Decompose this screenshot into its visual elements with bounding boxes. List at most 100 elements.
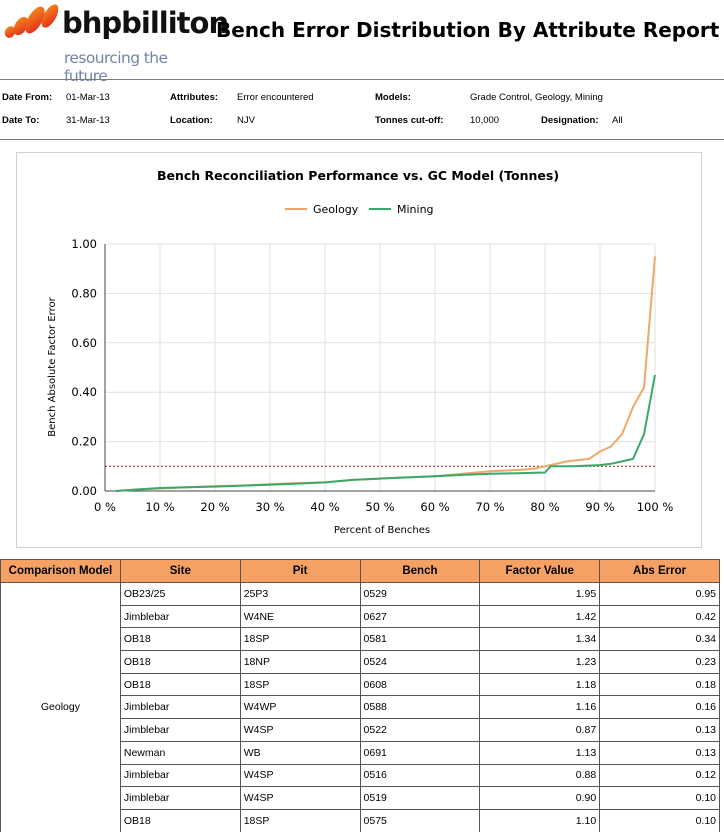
pit-cell: W4SP (239, 786, 361, 810)
site-cell: OB18 (119, 650, 241, 674)
abs-error-cell: 0.42 (599, 604, 720, 629)
abs-error-cell: 0.12 (599, 763, 720, 788)
tonnes-cutoff-value: 10,000 (470, 115, 500, 126)
pit-cell: 25P3 (239, 582, 361, 606)
tonnes-cutoff-label: Tonnes cut-off: (375, 115, 444, 126)
y-tick-label: 0.80 (71, 286, 97, 300)
designation-label: Designation: (541, 115, 599, 126)
chart-legend: Geology Mining (285, 203, 434, 216)
table-row: Jimblebar W4SP 0519 0.90 0.10 (1, 786, 720, 810)
bhp-logo-mark-icon (4, 4, 59, 38)
x-tick-label: 90 % (585, 500, 614, 514)
x-tick-label: 30 % (255, 500, 284, 514)
factor-value-cell: 0.90 (479, 786, 601, 810)
company-logo: bhpbilliton resourcing the future (0, 0, 229, 85)
site-cell: OB18 (119, 672, 241, 697)
bench-cell: 0608 (359, 672, 481, 697)
factor-value-cell: 1.18 (479, 672, 601, 697)
y-tick-label: 0.00 (71, 484, 97, 498)
table-row: OB18 18SP 0575 1.10 0.10 (1, 808, 720, 832)
factor-value-cell: 0.88 (479, 763, 601, 788)
site-cell: Jimblebar (119, 763, 241, 788)
column-header-bench: Bench (359, 559, 481, 583)
pit-cell: W4WP (239, 695, 361, 720)
column-header-pit: Pit (239, 559, 361, 583)
date-to-value: 31-Mar-13 (66, 115, 110, 126)
factor-value-cell: 1.95 (479, 582, 601, 606)
series-line-geology (115, 256, 656, 492)
column-header-comparison-model: Comparison Model (0, 559, 121, 583)
logo-wordmark: bhpbilliton (62, 6, 229, 40)
series-line-mining (115, 374, 656, 492)
y-tick-label: 0.20 (71, 435, 97, 449)
comparison-model-cell: Geology (0, 582, 121, 832)
legend-label-mining: Mining (397, 203, 434, 216)
abs-error-cell: 0.16 (599, 695, 720, 720)
abs-error-cell: 0.10 (599, 786, 720, 810)
site-cell: OB18 (119, 627, 241, 652)
factor-value-cell: 1.23 (479, 650, 601, 674)
x-tick-label: 20 % (200, 500, 229, 514)
date-from-label: Date From: (2, 92, 53, 103)
models-label: Models: (375, 92, 411, 103)
site-cell: OB23/25 (119, 582, 241, 606)
y-tick-label: 0.40 (71, 385, 97, 399)
column-header-site: Site (119, 559, 241, 583)
factor-value-cell: 1.16 (479, 695, 601, 720)
chart-series (115, 256, 656, 492)
bench-cell: 0524 (359, 650, 481, 674)
bench-cell: 0516 (359, 763, 481, 788)
pit-cell: W4SP (239, 718, 361, 742)
location-label: Location: (170, 115, 213, 126)
column-header-abs-error: Abs Error (599, 559, 720, 583)
abs-error-cell: 0.13 (599, 740, 720, 765)
chart-panel: Bench Reconciliation Performance vs. GC … (16, 152, 702, 548)
site-cell: Jimblebar (119, 604, 241, 629)
pit-cell: WB (239, 740, 361, 765)
x-axis-label: Percent of Benches (334, 525, 430, 536)
factor-value-cell: 1.42 (479, 604, 601, 629)
site-cell: Newman (119, 740, 241, 765)
x-tick-label: 0 % (94, 500, 116, 514)
pit-cell: W4SP (239, 763, 361, 788)
abs-error-cell: 0.18 (599, 672, 720, 697)
bench-cell: 0575 (359, 808, 481, 832)
pit-cell: 18SP (239, 672, 361, 697)
site-cell: OB18 (119, 808, 241, 832)
bench-cell: 0529 (359, 582, 481, 606)
pit-cell: 18SP (239, 808, 361, 832)
report-title: Bench Error Distribution By Attribute Re… (216, 18, 720, 42)
date-from-value: 01-Mar-13 (66, 92, 110, 103)
y-tick-label: 0.60 (71, 336, 97, 350)
chart-title: Bench Reconciliation Performance vs. GC … (157, 168, 559, 183)
pit-cell: 18NP (239, 650, 361, 674)
date-to-label: Date To: (2, 115, 40, 126)
attributes-label: Attributes: (170, 92, 219, 103)
table-row: Jimblebar W4WP 0588 1.16 0.16 (1, 695, 720, 720)
y-axis-label: Bench Absolute Factor Error (47, 296, 58, 436)
pit-cell: 18SP (239, 627, 361, 652)
table-row: OB18 18SP 0608 1.18 0.18 (1, 672, 720, 697)
factor-value-cell: 1.10 (479, 808, 601, 832)
report-header: bhpbilliton resourcing the future Bench … (0, 0, 724, 85)
bench-cell: 0522 (359, 718, 481, 742)
table-row: Newman WB 0691 1.13 0.13 (1, 740, 720, 765)
abs-error-cell: 0.13 (599, 718, 720, 742)
legend-label-geology: Geology (313, 203, 359, 216)
x-tick-label: 100 % (637, 500, 674, 514)
table-body: Geology OB23/25 25P3 0529 1.95 0.95 Jimblebar W… (0, 582, 720, 832)
factor-value-cell: 1.34 (479, 627, 601, 652)
abs-error-cell: 0.23 (599, 650, 720, 674)
x-tick-label: 80 % (530, 500, 559, 514)
factor-value-cell: 0.87 (479, 718, 601, 742)
x-tick-label: 60 % (420, 500, 449, 514)
x-tick-label: 10 % (145, 500, 174, 514)
chart-grid (105, 243, 656, 491)
site-cell: Jimblebar (119, 695, 241, 720)
logo-tagline: resourcing the future (64, 49, 168, 85)
results-table: Comparison Model Site Pit Bench Factor V… (0, 559, 720, 832)
pit-cell: W4NE (239, 604, 361, 629)
location-value: NJV (237, 115, 255, 126)
site-cell: Jimblebar (119, 786, 241, 810)
bench-cell: 0691 (359, 740, 481, 765)
